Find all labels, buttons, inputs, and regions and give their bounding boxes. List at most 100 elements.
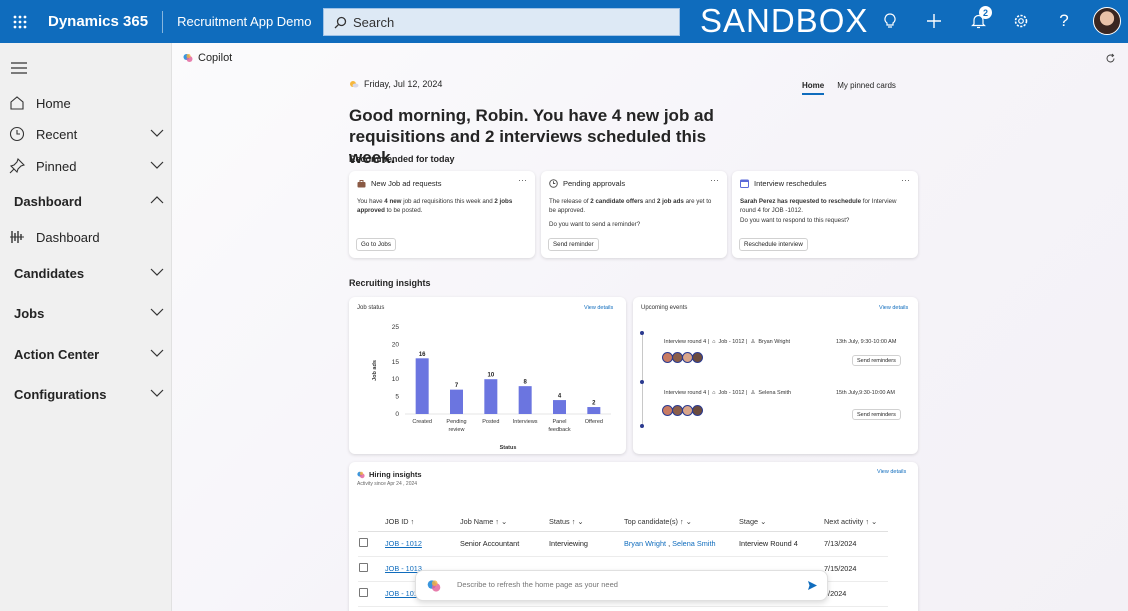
upcoming-events-panel: Upcoming events View details Interview r… bbox=[633, 297, 918, 454]
event-job: Job - 1012 | bbox=[718, 339, 748, 345]
chevron-down-icon[interactable] bbox=[150, 308, 164, 316]
send-reminder-button[interactable]: Send reminder bbox=[548, 238, 599, 251]
card-question: Do you want to respond to this request? bbox=[740, 217, 850, 224]
sidebar-group-jobs[interactable]: Jobs bbox=[0, 300, 172, 326]
chevron-up-icon[interactable] bbox=[150, 196, 164, 204]
sidebar-group-dashboard[interactable]: Dashboard bbox=[0, 188, 172, 214]
product-name[interactable]: Dynamics 365 bbox=[48, 13, 149, 30]
job-id-link[interactable]: JOB - 1014 bbox=[385, 589, 422, 598]
search-input[interactable]: Search bbox=[323, 8, 680, 36]
tab-my-pinned-cards[interactable]: My pinned cards bbox=[837, 81, 896, 90]
top-candidates-cell: Bryan Wright , Selena Smith bbox=[623, 531, 738, 557]
column-header-stage[interactable]: Stage ⌄ bbox=[738, 513, 823, 532]
y-tick-label: 25 bbox=[392, 324, 400, 331]
plus-icon[interactable] bbox=[922, 9, 946, 33]
hiring-insights-title: Hiring insights bbox=[369, 470, 422, 479]
row-checkbox[interactable] bbox=[359, 588, 368, 597]
sidebar-item-dashboard[interactable]: Dashboard bbox=[0, 224, 172, 250]
column-header-job-id[interactable]: JOB ID ↑ bbox=[384, 513, 459, 532]
chevron-down-icon[interactable] bbox=[150, 129, 164, 137]
calendar-icon bbox=[740, 179, 749, 188]
reschedule-interview-button[interactable]: Reschedule interview bbox=[739, 238, 808, 251]
job-id-link[interactable]: JOB - 1012 bbox=[385, 539, 422, 548]
person-icon: ♙ bbox=[750, 390, 756, 396]
row-checkbox[interactable] bbox=[359, 563, 368, 572]
select-column bbox=[358, 513, 384, 532]
copilot-icon bbox=[427, 580, 441, 592]
avatar bbox=[692, 352, 703, 363]
next-activity-cell: 6/2024 bbox=[823, 581, 888, 607]
copilot-icon bbox=[357, 471, 365, 478]
help-icon[interactable]: ? bbox=[1059, 11, 1069, 30]
table-row[interactable]: JOB - 1012 Senior Accountant Interviewin… bbox=[358, 531, 888, 557]
divider bbox=[162, 10, 164, 33]
column-header-top-candidates[interactable]: Top candidate(s) ↑ ⌄ bbox=[623, 513, 738, 532]
card-new-job-ad-requests: New Job ad requests ··· You have 4 new j… bbox=[349, 171, 535, 258]
prompt-input[interactable] bbox=[455, 579, 785, 590]
card-text: and bbox=[643, 198, 658, 205]
timeline-line bbox=[642, 331, 643, 426]
column-header-status[interactable]: Status ↑ ⌄ bbox=[548, 513, 623, 532]
y-tick-label: 10 bbox=[392, 376, 400, 383]
sidebar-group-action-center[interactable]: Action Center bbox=[0, 341, 172, 367]
notifications-bell-icon[interactable]: 2 bbox=[966, 6, 992, 33]
view-details-link[interactable]: View details bbox=[879, 305, 909, 311]
tab-home[interactable]: Home bbox=[802, 81, 825, 95]
data-label: 16 bbox=[419, 352, 426, 358]
bar bbox=[518, 386, 532, 414]
view-details-link[interactable]: View details bbox=[877, 469, 907, 475]
event-title: Interview round 4 | bbox=[664, 390, 710, 396]
lightbulb-icon[interactable] bbox=[878, 9, 902, 33]
candidate-link[interactable]: Selena Smith bbox=[672, 539, 716, 548]
card-title: Pending approvals bbox=[549, 179, 625, 188]
go-to-jobs-button[interactable]: Go to Jobs bbox=[356, 238, 396, 251]
chevron-down-icon[interactable] bbox=[150, 161, 164, 169]
group-label: Dashboard bbox=[14, 193, 82, 209]
send-reminders-button[interactable]: Send reminders bbox=[852, 409, 901, 420]
settings-gear-icon[interactable] bbox=[1009, 9, 1033, 33]
chevron-down-icon[interactable] bbox=[150, 389, 164, 397]
data-label: 4 bbox=[558, 394, 562, 400]
sidebar-item-home[interactable]: Home bbox=[0, 90, 172, 116]
send-reminders-button[interactable]: Send reminders bbox=[852, 355, 901, 366]
event-row[interactable]: Interview round 4 | ⌂ Job - 1012 | ♙ Bry… bbox=[664, 339, 790, 345]
sidebar-item-recent[interactable]: Recent bbox=[0, 121, 172, 147]
column-header-job-name[interactable]: Job Name ↑ ⌄ bbox=[459, 513, 548, 532]
more-options-icon[interactable]: ··· bbox=[710, 175, 719, 185]
chevron-down-icon[interactable] bbox=[150, 349, 164, 357]
sidebar-item-pinned[interactable]: Pinned bbox=[0, 153, 172, 179]
row-checkbox[interactable] bbox=[359, 538, 368, 547]
more-options-icon[interactable]: ··· bbox=[901, 175, 910, 185]
sidebar: Home Recent Pinned Dashboard Dashboard C… bbox=[0, 43, 172, 611]
sun-icon bbox=[350, 81, 359, 88]
app-launcher-icon[interactable] bbox=[0, 0, 40, 43]
clock-icon bbox=[9, 126, 25, 142]
sidebar-group-configurations[interactable]: Configurations bbox=[0, 381, 172, 407]
refresh-icon[interactable] bbox=[1105, 53, 1116, 64]
column-header-next-activity[interactable]: Next activity ↑ ⌄ bbox=[823, 513, 888, 532]
date-text: Friday, Jul 12, 2024 bbox=[364, 79, 443, 89]
next-activity-cell: 7/13/2024 bbox=[823, 531, 888, 557]
home-icon bbox=[10, 96, 24, 110]
timeline-dot bbox=[640, 331, 644, 335]
user-avatar[interactable] bbox=[1093, 7, 1121, 35]
group-label: Action Center bbox=[14, 346, 100, 362]
card-body: You have 4 new job ad requisitions this … bbox=[357, 198, 527, 215]
x-axis-label: Status bbox=[500, 445, 517, 451]
briefcase-icon bbox=[357, 179, 366, 187]
person-icon: ♙ bbox=[750, 339, 756, 345]
card-text: to be posted. bbox=[384, 206, 423, 214]
view-details-link[interactable]: View details bbox=[584, 305, 614, 311]
app-title[interactable]: Recruitment App Demo bbox=[177, 14, 312, 29]
copilot-title: Copilot bbox=[198, 52, 233, 64]
hamburger-menu-icon[interactable] bbox=[11, 61, 27, 79]
send-icon[interactable] bbox=[807, 580, 818, 591]
candidate-link[interactable]: Bryan Wright bbox=[624, 539, 667, 548]
chevron-down-icon[interactable] bbox=[150, 268, 164, 276]
sidebar-group-candidates[interactable]: Candidates bbox=[0, 260, 172, 286]
event-row[interactable]: Interview round 4 | ⌂ Job - 1012 | ♙ Sel… bbox=[664, 390, 791, 396]
greeting-heading: Good morning, Robin. You have 4 new job … bbox=[349, 106, 714, 167]
dashboard-icon bbox=[10, 231, 24, 243]
job-id-link[interactable]: JOB - 1013 bbox=[385, 564, 422, 573]
more-options-icon[interactable]: ··· bbox=[518, 175, 527, 185]
